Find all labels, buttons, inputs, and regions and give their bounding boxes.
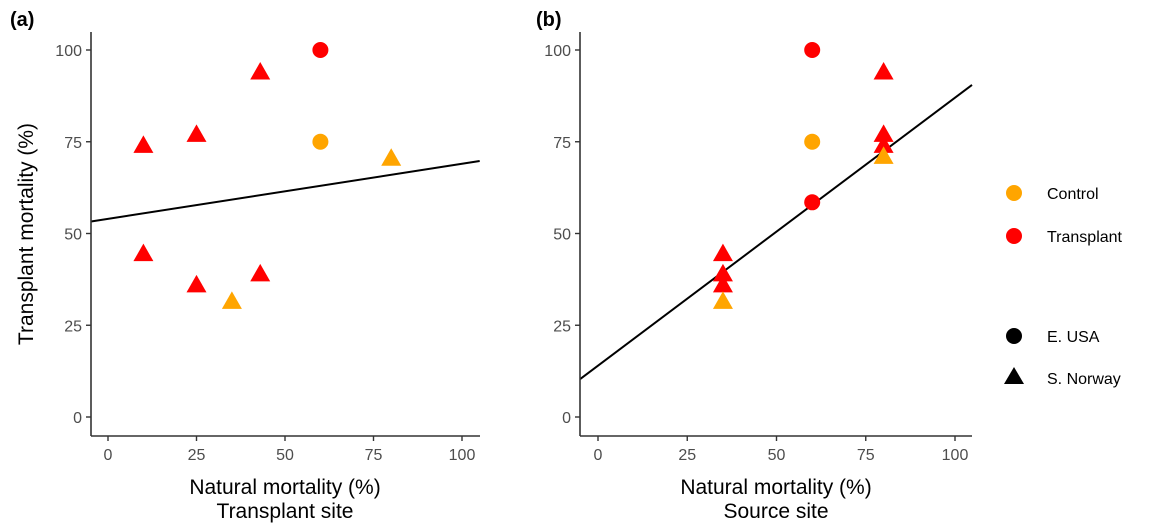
y-tick-label: 100 <box>544 43 571 60</box>
point-triangle <box>133 135 154 153</box>
x-tick-label: 75 <box>857 447 875 464</box>
legend-control-swatch <box>1006 185 1022 201</box>
point-triangle <box>221 291 242 309</box>
point-circle <box>804 42 821 58</box>
point-triangle <box>712 263 733 282</box>
legend-circle-icon <box>1006 328 1022 344</box>
y-tick-label: 100 <box>55 43 82 60</box>
legend: Control Transplant E. USA S. Norway <box>1004 185 1123 388</box>
x-tick-label: 50 <box>276 447 294 464</box>
panel-a-x-subtitle: Transplant site <box>217 500 354 523</box>
x-tick-label: 0 <box>594 447 603 464</box>
panel-b-x-title: Natural mortality (%) <box>680 476 871 499</box>
panel-b-label: (b) <box>536 9 562 31</box>
panel-a-ticks: 0 25 50 75 100 0 25 50 75 100 <box>55 43 475 464</box>
panel-a: (a) 0 25 50 75 100 0 25 50 75 100 Natural mortali… <box>10 9 480 523</box>
panel-a-fit-line <box>90 160 480 223</box>
legend-eusa-label: E. USA <box>1047 329 1100 346</box>
legend-transplant-label: Transplant <box>1047 229 1123 246</box>
legend-transplant-swatch <box>1006 228 1022 244</box>
panel-a-label: (a) <box>10 9 34 31</box>
point-circle <box>804 133 821 150</box>
point-circle <box>804 194 821 211</box>
point-triangle <box>133 243 154 262</box>
panel-a-x-title: Natural mortality (%) <box>189 476 380 499</box>
point-circle <box>312 42 329 58</box>
point-triangle <box>873 124 894 142</box>
panel-a-points <box>133 42 402 309</box>
panel-b-x-subtitle: Source site <box>723 500 828 523</box>
legend-triangle-icon <box>1004 367 1024 384</box>
y-tick-label: 0 <box>562 410 571 427</box>
point-triangle <box>712 291 733 309</box>
point-triangle <box>712 243 733 262</box>
point-circle <box>312 133 329 150</box>
x-tick-label: 25 <box>188 447 206 464</box>
point-triangle <box>873 135 894 153</box>
y-tick-label: 50 <box>553 227 571 244</box>
x-tick-label: 0 <box>104 447 113 464</box>
y-tick-label: 25 <box>553 318 571 335</box>
y-tick-label: 0 <box>73 410 82 427</box>
panel-b: (b) 0 25 50 75 100 0 25 50 75 100 Natural mortali… <box>536 9 973 523</box>
panel-b-points <box>712 42 894 309</box>
point-triangle <box>873 62 894 80</box>
point-triangle <box>381 148 402 166</box>
legend-snorway-label: S. Norway <box>1047 371 1121 388</box>
x-tick-label: 100 <box>449 447 476 464</box>
x-tick-label: 25 <box>678 447 696 464</box>
y-tick-label: 75 <box>553 135 571 152</box>
point-triangle <box>712 274 733 293</box>
panel-b-fit-line <box>579 84 973 380</box>
point-triangle <box>186 274 207 293</box>
y-tick-label: 50 <box>64 227 82 244</box>
point-triangle <box>250 62 271 80</box>
y-tick-label: 75 <box>64 135 82 152</box>
point-triangle <box>186 124 207 142</box>
panel-b-ticks: 0 25 50 75 100 0 25 50 75 100 <box>544 43 968 464</box>
legend-control-label: Control <box>1047 186 1099 203</box>
y-tick-label: 25 <box>64 318 82 335</box>
x-tick-label: 100 <box>942 447 969 464</box>
x-tick-label: 75 <box>365 447 383 464</box>
point-triangle <box>873 146 894 164</box>
panel-a-y-title: Transplant mortality (%) <box>15 123 38 345</box>
x-tick-label: 50 <box>768 447 786 464</box>
point-triangle <box>250 263 271 282</box>
